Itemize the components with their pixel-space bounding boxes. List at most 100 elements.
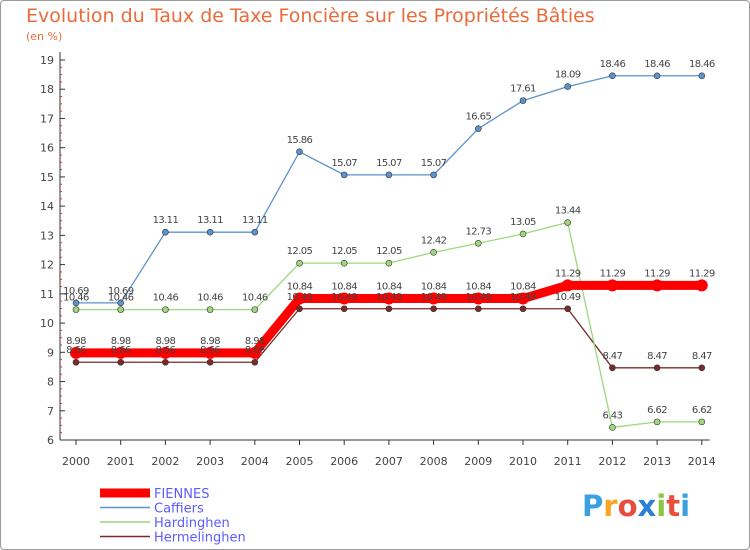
- logo-letter: r: [603, 489, 618, 523]
- data-point-fiennes: [606, 279, 619, 292]
- data-label-hardinghen: 10.46: [242, 293, 268, 304]
- chart-axes: 6 7 8 9 10 11 12 13 14 15 16 17 18 19 2000 2001 2002 2003…: [40, 52, 716, 468]
- data-label-fiennes: 8.98: [66, 336, 86, 347]
- y-tick-label: 18: [40, 83, 54, 96]
- logo-letter: i: [656, 489, 667, 523]
- data-point-hardinghen: [296, 259, 303, 267]
- data-label-hardinghen: 13.44: [555, 206, 581, 217]
- data-point-caffiers: [519, 97, 527, 104]
- data-point-caffiers: [430, 171, 437, 179]
- data-label-fiennes: 10.84: [331, 282, 357, 293]
- data-point-fiennes: [293, 292, 306, 305]
- data-point-caffiers: [251, 228, 259, 236]
- data-point-hardinghen: [519, 230, 527, 238]
- y-tick-label: 17: [40, 112, 54, 125]
- data-point-caffiers: [653, 72, 661, 80]
- data-label-fiennes: 8.98: [245, 336, 265, 347]
- data-point-hermelinghen: [564, 305, 572, 313]
- data-point-hardinghen: [474, 239, 482, 247]
- proxiti-logo: Proxiti: [582, 489, 690, 523]
- data-label-fiennes: 11.29: [644, 268, 670, 279]
- x-tick-label: 2012: [598, 455, 626, 468]
- y-tick-label: 13: [40, 229, 54, 242]
- y-tick-label: 15: [40, 171, 54, 184]
- data-point-hardinghen: [72, 306, 80, 313]
- data-point-caffiers: [296, 148, 303, 156]
- y-tick-label: 16: [40, 142, 54, 155]
- x-tick-label: 2010: [509, 455, 537, 468]
- data-label-hermelinghen: 8.66: [155, 345, 175, 356]
- data-point-fiennes: [695, 279, 708, 292]
- data-label-hermelinghen: 10.49: [421, 292, 447, 303]
- data-label-fiennes: 10.84: [287, 282, 313, 293]
- data-point-fiennes: [159, 346, 172, 359]
- data-label-hermelinghen: 10.49: [555, 292, 581, 303]
- data-label-fiennes: 10.84: [465, 282, 491, 293]
- data-point-hardinghen: [117, 306, 124, 313]
- y-tick-label: 6: [47, 434, 54, 447]
- y-tick-label: 8: [47, 376, 54, 389]
- data-label-hardinghen: 10.46: [197, 293, 223, 304]
- x-tick-label: 2005: [286, 455, 314, 468]
- data-label-hermelinghen: 8.66: [200, 345, 220, 356]
- data-label-hardinghen: 6.43: [602, 410, 622, 421]
- logo-letter: o: [617, 489, 638, 523]
- data-point-fiennes: [114, 346, 127, 359]
- data-label-caffiers: 13.11: [242, 215, 268, 226]
- data-label-hardinghen: 12.05: [331, 246, 357, 257]
- data-label-caffiers: 15.07: [331, 158, 357, 169]
- data-label-hardinghen: 10.46: [108, 293, 134, 304]
- data-point-hardinghen: [251, 306, 259, 313]
- data-label-hermelinghen: 8.47: [692, 351, 712, 362]
- data-point-fiennes: [561, 279, 574, 292]
- data-label-caffiers: 13.11: [197, 215, 223, 226]
- data-label-hardinghen: 10.46: [63, 293, 89, 304]
- data-label-hardinghen: 6.62: [647, 405, 667, 416]
- y-tick-label: 12: [40, 259, 54, 272]
- data-label-fiennes: 8.98: [155, 336, 175, 347]
- legend-label-fiennes: FIENNES: [154, 487, 209, 502]
- data-point-hermelinghen: [296, 305, 303, 313]
- data-point-hardinghen: [162, 306, 169, 313]
- data-label-fiennes: 11.29: [600, 268, 626, 279]
- data-point-fiennes: [472, 292, 485, 305]
- data-point-hermelinghen: [117, 358, 124, 366]
- legend-label-hermelinghen: Hermelinghen: [154, 531, 246, 546]
- x-tick-label: 2007: [375, 455, 403, 468]
- data-point-caffiers: [340, 171, 348, 179]
- logo-letter: t: [666, 489, 681, 523]
- data-point-hermelinghen: [609, 364, 616, 372]
- data-point-hardinghen: [609, 424, 616, 431]
- data-point-caffiers: [474, 125, 482, 132]
- data-point-caffiers: [609, 72, 616, 80]
- data-label-caffiers: 16.65: [465, 112, 491, 123]
- y-tick-label: 11: [40, 288, 54, 301]
- data-point-hermelinghen: [698, 364, 706, 372]
- x-tick-label: 2001: [107, 455, 135, 468]
- data-label-caffiers: 18.46: [600, 59, 626, 70]
- data-label-hardinghen: 12.42: [421, 235, 447, 246]
- data-label-caffiers: 17.61: [510, 84, 536, 95]
- data-label-fiennes: 8.98: [111, 336, 131, 347]
- data-label-hardinghen: 13.05: [510, 217, 536, 228]
- data-label-caffiers: 18.46: [644, 59, 670, 70]
- data-label-caffiers: 15.07: [376, 158, 402, 169]
- data-label-hermelinghen: 8.47: [602, 351, 622, 362]
- data-label-fiennes: 10.84: [421, 282, 447, 293]
- data-label-fiennes: 10.84: [376, 282, 402, 293]
- data-label-caffiers: 15.86: [287, 135, 313, 146]
- x-tick-label: 2013: [643, 455, 671, 468]
- data-label-hardinghen: 10.46: [153, 293, 179, 304]
- data-label-hermelinghen: 8.47: [647, 351, 667, 362]
- data-point-hermelinghen: [251, 358, 259, 366]
- logo-letter: P: [582, 489, 604, 523]
- data-point-caffiers: [698, 72, 706, 80]
- data-label-fiennes: 10.84: [510, 282, 536, 293]
- y-tick-label: 19: [40, 54, 54, 67]
- data-label-caffiers: 10.69: [63, 286, 89, 297]
- x-tick-label: 2002: [151, 455, 179, 468]
- data-point-hermelinghen: [206, 358, 214, 366]
